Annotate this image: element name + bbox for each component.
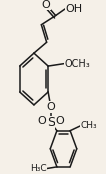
Text: CH₃: CH₃	[81, 121, 97, 130]
Text: O: O	[46, 102, 55, 112]
Text: OH: OH	[65, 4, 82, 14]
Text: S: S	[47, 116, 55, 129]
Text: O: O	[42, 0, 50, 10]
Text: H₃C: H₃C	[30, 164, 47, 173]
Text: O: O	[55, 116, 64, 126]
Text: OCH₃: OCH₃	[65, 59, 90, 69]
Text: O: O	[37, 116, 46, 126]
